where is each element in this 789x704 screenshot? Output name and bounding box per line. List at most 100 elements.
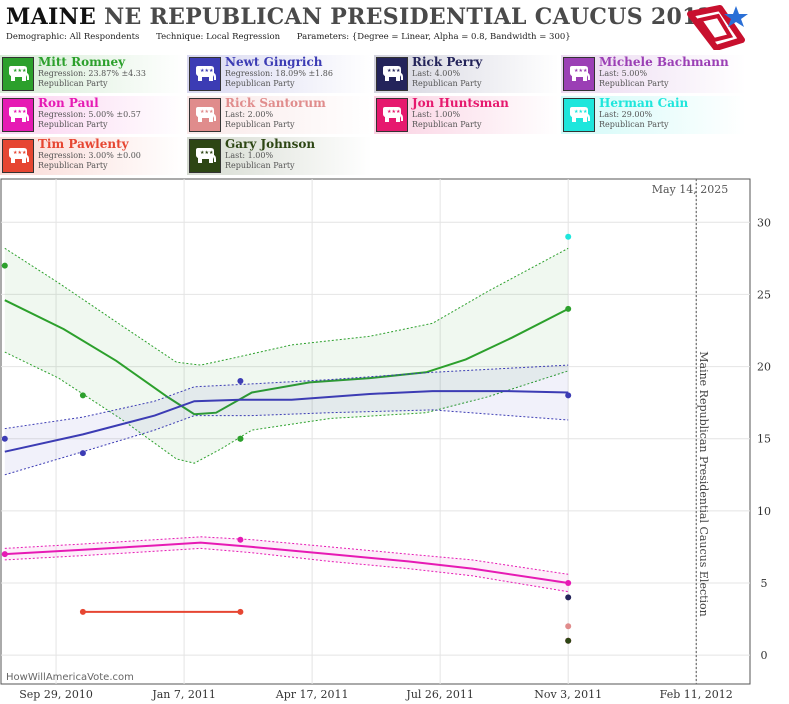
svg-text:★★★: ★★★ [200, 109, 214, 115]
legend-stat: Regression: 18.09% ±1.86 [225, 69, 333, 78]
x-tick-label: Feb 11, 2012 [660, 688, 733, 701]
point-tim-pawlenty [79, 608, 86, 615]
legend-stat: Last: 5.00% [599, 69, 648, 78]
elephant-icon: ★★★ [189, 57, 221, 91]
legend-item-mitt-romney: ★★★ Mitt Romney Regression: 23.87% ±4.33 Re… [0, 55, 185, 93]
legend-stat: Regression: 23.87% ±4.33 [38, 69, 146, 78]
svg-text:★★★: ★★★ [13, 150, 27, 156]
site-logo [687, 5, 748, 50]
y-tick-label: 30 [757, 216, 771, 229]
legend-party: Republican Party [225, 161, 295, 170]
legend-name: Newt Gingrich [225, 55, 323, 69]
legend-name: Michele Bachmann [599, 55, 729, 69]
current-date-label: May 14, 2025 [652, 183, 729, 196]
demographic-label: Demographic: [6, 32, 67, 42]
point-newt-gingrich [79, 450, 86, 457]
band-mitt-romney [4, 248, 569, 464]
election-label: Maine Republican Presidential Caucus Ele… [697, 351, 710, 617]
legend-stat: Last: 1.00% [225, 151, 274, 160]
point-mitt-romney [1, 262, 8, 269]
legend-party: Republican Party [225, 120, 295, 129]
x-tick-label: Jan 7, 2011 [151, 688, 216, 701]
parameters-line: Demographic: All Respondents Technique: … [6, 32, 706, 42]
point-herman-cain [565, 233, 572, 240]
legend-stat: Regression: 3.00% ±0.00 [38, 151, 141, 160]
point-gary-johnson [565, 637, 572, 644]
legend-party: Republican Party [225, 79, 295, 88]
point-ron-paul [237, 536, 244, 543]
point-tim-pawlenty [237, 608, 244, 615]
band-newt-gingrich [4, 365, 569, 475]
legend-stat: Regression: 5.00% ±0.57 [38, 110, 141, 119]
svg-text:★★★: ★★★ [574, 68, 588, 74]
svg-text:★★★: ★★★ [13, 68, 27, 74]
point-mitt-romney [565, 305, 572, 312]
x-tick-label: Nov 3, 2011 [534, 688, 602, 701]
legend-stat: Last: 1.00% [412, 110, 461, 119]
legend-party: Republican Party [599, 79, 669, 88]
legend-name: Gary Johnson [225, 137, 316, 151]
trend-line-newt-gingrich [4, 390, 569, 453]
svg-text:★★★: ★★★ [200, 68, 214, 74]
elephant-icon: ★★★ [563, 98, 595, 132]
y-tick-label: 20 [757, 361, 771, 374]
point-mitt-romney [237, 435, 244, 442]
demographic-value: All Respondents [69, 32, 140, 42]
page-title: MAINE NE REPUBLICAN PRESIDENTIAL CAUCUS … [6, 4, 713, 30]
elephant-icon: ★★★ [2, 139, 34, 173]
x-tick-label: Jul 26, 2011 [405, 688, 474, 701]
legend-item-michele-bachmann: ★★★ Michele Bachmann Last: 5.00% Republican… [561, 55, 746, 93]
title-rest: NE REPUBLICAN PRESIDENTIAL CAUCUS 2012 [104, 4, 714, 30]
legend-name: Mitt Romney [38, 55, 126, 69]
legend-item-herman-cain: ★★★ Herman Cain Last: 29.00% Republican Par… [561, 96, 746, 134]
point-newt-gingrich [237, 378, 244, 384]
elephant-icon: ★★★ [2, 98, 34, 132]
band-upper-newt-gingrich [4, 364, 569, 430]
chart: Sep 29, 2010 Jan 7, 2011 Apr 17, 2011 Jul 2… [0, 178, 771, 701]
legend-name: Rick Perry [412, 55, 483, 69]
point-newt-gingrich [565, 392, 572, 399]
legend-item-tim-pawlenty: ★★★ Tim Pawlenty Regression: 3.00% ±0.00 Re… [0, 137, 185, 175]
x-tick-label: Sep 29, 2010 [19, 688, 93, 701]
parameters-label: Parameters: [296, 32, 350, 42]
legend-name: Jon Huntsman [412, 96, 509, 110]
legend-stat: Last: 4.00% [412, 69, 461, 78]
y-tick-label: 0 [761, 649, 768, 662]
trend-line-ron-paul [4, 541, 569, 584]
legend-item-jon-huntsman: ★★★ Jon Huntsman Last: 1.00% Republican Par… [374, 96, 559, 134]
legend-item-rick-perry: ★★★ Rick Perry Last: 4.00% Republican Party [374, 55, 559, 93]
point-ron-paul [1, 551, 8, 558]
svg-text:★★★: ★★★ [200, 150, 214, 156]
point-rick-perry [565, 594, 572, 601]
parameters-value: {Degree = Linear, Alpha = 0.8, Bandwidth… [351, 32, 571, 42]
elephant-icon: ★★★ [376, 57, 408, 91]
svg-text:★★★: ★★★ [574, 109, 588, 115]
site-credit: HowWillAmericaVote.com [6, 672, 134, 683]
legend: ★★★ Mitt Romney Regression: 23.87% ±4.33 Re… [0, 55, 789, 175]
y-tick-label: 5 [761, 577, 768, 590]
band-upper-mitt-romney [4, 247, 569, 366]
legend-party: Republican Party [38, 120, 108, 129]
legend-name: Tim Pawlenty [38, 137, 129, 151]
legend-party: Republican Party [38, 79, 108, 88]
svg-text:★★★: ★★★ [387, 68, 401, 74]
plot-frame [0, 178, 751, 685]
point-rick-santorum [565, 623, 572, 630]
technique-value: Local Regression [206, 32, 281, 42]
legend-name: Ron Paul [38, 96, 99, 110]
elephant-icon: ★★★ [189, 98, 221, 132]
band-lower-newt-gingrich [4, 409, 569, 476]
legend-stat: Last: 2.00% [225, 110, 274, 119]
legend-party: Republican Party [599, 120, 669, 129]
legend-stat: Last: 29.00% [599, 110, 653, 119]
legend-item-rick-santorum: ★★★ Rick Santorum Last: 2.00% Republican Pa… [187, 96, 372, 134]
y-tick-label: 10 [757, 505, 771, 518]
technique-label: Technique: [156, 32, 204, 42]
legend-item-ron-paul: ★★★ Ron Paul Regression: 5.00% ±0.57 Republ… [0, 96, 185, 134]
point-ron-paul [565, 580, 572, 586]
elephant-icon: ★★★ [2, 57, 34, 91]
legend-party: Republican Party [412, 79, 482, 88]
point-newt-gingrich [1, 435, 8, 442]
legend-name: Herman Cain [599, 96, 689, 110]
legend-item-newt-gingrich: ★★★ Newt Gingrich Regression: 18.09% ±1.86… [187, 55, 372, 93]
